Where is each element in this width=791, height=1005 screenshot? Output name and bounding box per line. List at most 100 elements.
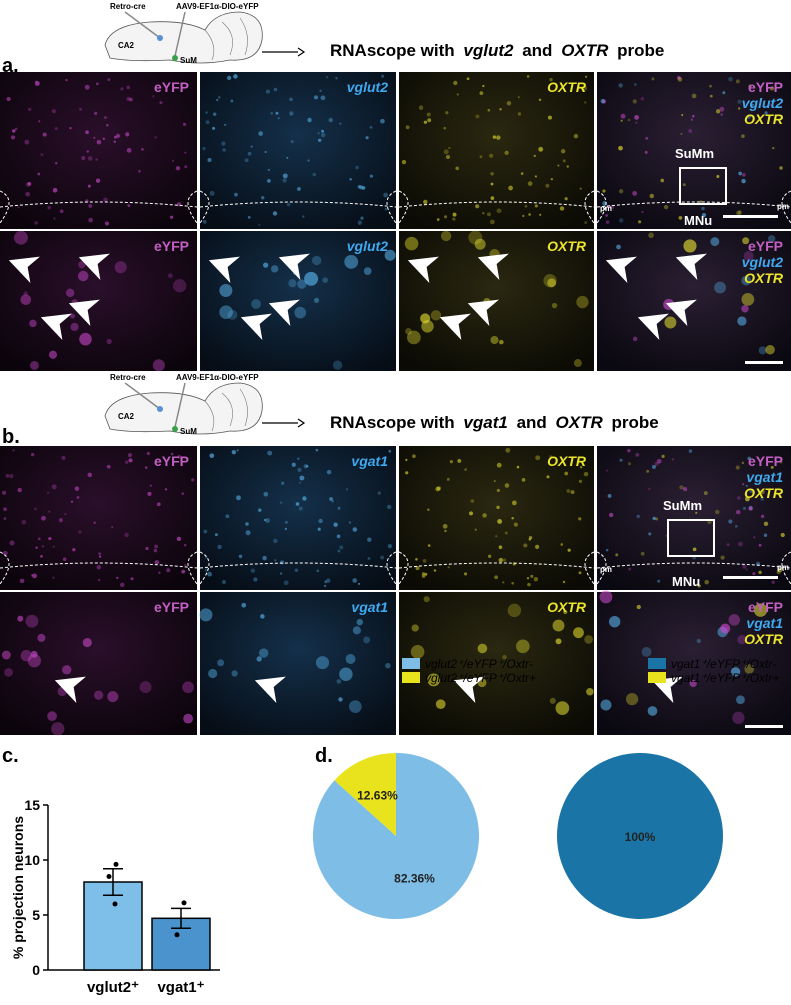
y-tick-label: 10	[24, 852, 40, 868]
signal-speck	[645, 136, 649, 140]
signal-speck	[496, 505, 500, 510]
signal-speck	[51, 484, 57, 490]
ventricle-outline	[0, 190, 10, 224]
signal-speck	[336, 679, 342, 684]
signal-speck	[263, 491, 269, 497]
signal-speck	[244, 158, 249, 163]
signal-speck	[208, 668, 218, 679]
legend-swatch	[648, 672, 666, 683]
heading-text: and	[517, 413, 547, 432]
signal-speck	[758, 346, 767, 355]
signal-speck	[77, 270, 89, 282]
signal-speck	[490, 171, 494, 176]
signal-speck	[498, 557, 504, 563]
panel-heading: RNAscope with vglut2 and OXTR probe	[330, 41, 664, 60]
signal-speck	[566, 165, 569, 168]
signal-speck	[683, 239, 697, 253]
signal-speck	[116, 576, 119, 580]
signal-speck	[95, 82, 99, 86]
signal-speck	[423, 199, 428, 205]
signal-speck	[227, 75, 232, 81]
signal-speck	[78, 261, 86, 269]
arrowhead	[665, 299, 697, 326]
signal-speck	[767, 235, 776, 243]
signal-speck	[760, 497, 764, 501]
signal-speck	[48, 350, 58, 359]
signal-speck	[106, 464, 111, 469]
signal-speck	[758, 543, 762, 547]
signal-speck	[38, 120, 41, 123]
signal-speck	[620, 119, 623, 122]
signal-speck	[84, 84, 90, 90]
signal-speck	[256, 656, 262, 662]
signal-speck	[24, 139, 30, 145]
signal-speck	[48, 510, 51, 513]
signal-speck	[152, 95, 155, 98]
signal-speck	[605, 214, 609, 217]
signal-speck	[17, 615, 24, 622]
signal-speck	[352, 578, 358, 583]
y-axis-label: % projection neurons	[10, 816, 26, 959]
signal-speck	[737, 107, 741, 110]
signal-speck	[664, 316, 677, 329]
data-point	[113, 861, 119, 867]
scale-bar	[723, 576, 778, 579]
signal-speck	[555, 638, 562, 645]
signal-speck	[779, 460, 783, 464]
signal-speck	[129, 97, 133, 102]
signal-speck	[523, 543, 528, 548]
pie-slice	[556, 753, 723, 919]
signal-speck	[651, 77, 655, 81]
signal-speck	[435, 699, 446, 710]
signal-speck	[570, 490, 575, 495]
ventricle-outline	[386, 190, 397, 224]
signal-speck	[627, 462, 632, 466]
signal-speck	[566, 489, 571, 493]
signal-speck	[12, 449, 15, 452]
legend-label: vgat1⁺/eYFP⁺/Oxtr-	[671, 657, 776, 671]
signal-speck	[98, 555, 102, 558]
signal-speck	[76, 495, 80, 499]
signal-speck	[212, 112, 217, 117]
signal-speck	[656, 458, 662, 464]
signal-speck	[648, 532, 652, 536]
y-tick-label: 5	[32, 907, 40, 923]
signal-speck	[28, 107, 32, 112]
signal-speck	[204, 568, 209, 572]
signal-speck	[297, 467, 302, 473]
signal-speck	[496, 135, 501, 140]
signal-speck	[79, 332, 92, 346]
signal-speck	[701, 206, 705, 211]
x-tick-label: vgat1⁺	[157, 979, 204, 996]
signal-speck	[233, 74, 238, 79]
signal-speck	[184, 563, 187, 567]
signal-speck	[443, 215, 448, 219]
ventricle-outline	[187, 551, 198, 585]
signal-speck	[175, 166, 181, 171]
signal-speck	[339, 545, 344, 550]
signal-speck	[363, 267, 372, 276]
signal-speck	[436, 486, 441, 491]
channel-label: OXTR	[547, 453, 587, 469]
panel-heading: RNAscope with vgat1 and OXTR probe	[330, 413, 659, 432]
signal-speck	[578, 479, 583, 483]
arrowhead	[675, 253, 707, 280]
signal-speck	[728, 614, 740, 626]
signal-speck	[426, 112, 431, 117]
signal-speck	[53, 217, 56, 220]
data-point	[174, 932, 180, 938]
signal-speck	[74, 486, 80, 491]
signal-speck	[298, 481, 302, 484]
signal-speck	[263, 262, 269, 268]
signal-speck	[158, 571, 161, 575]
signal-speck	[551, 302, 558, 309]
signal-speck	[307, 117, 312, 123]
signal-speck	[4, 668, 13, 677]
signal-speck	[507, 603, 522, 618]
channel-label: OXTR	[547, 599, 587, 615]
signal-speck	[584, 635, 593, 644]
signal-speck	[573, 133, 579, 139]
signal-speck	[676, 75, 681, 80]
signal-speck	[357, 184, 362, 189]
signal-speck	[527, 181, 533, 187]
